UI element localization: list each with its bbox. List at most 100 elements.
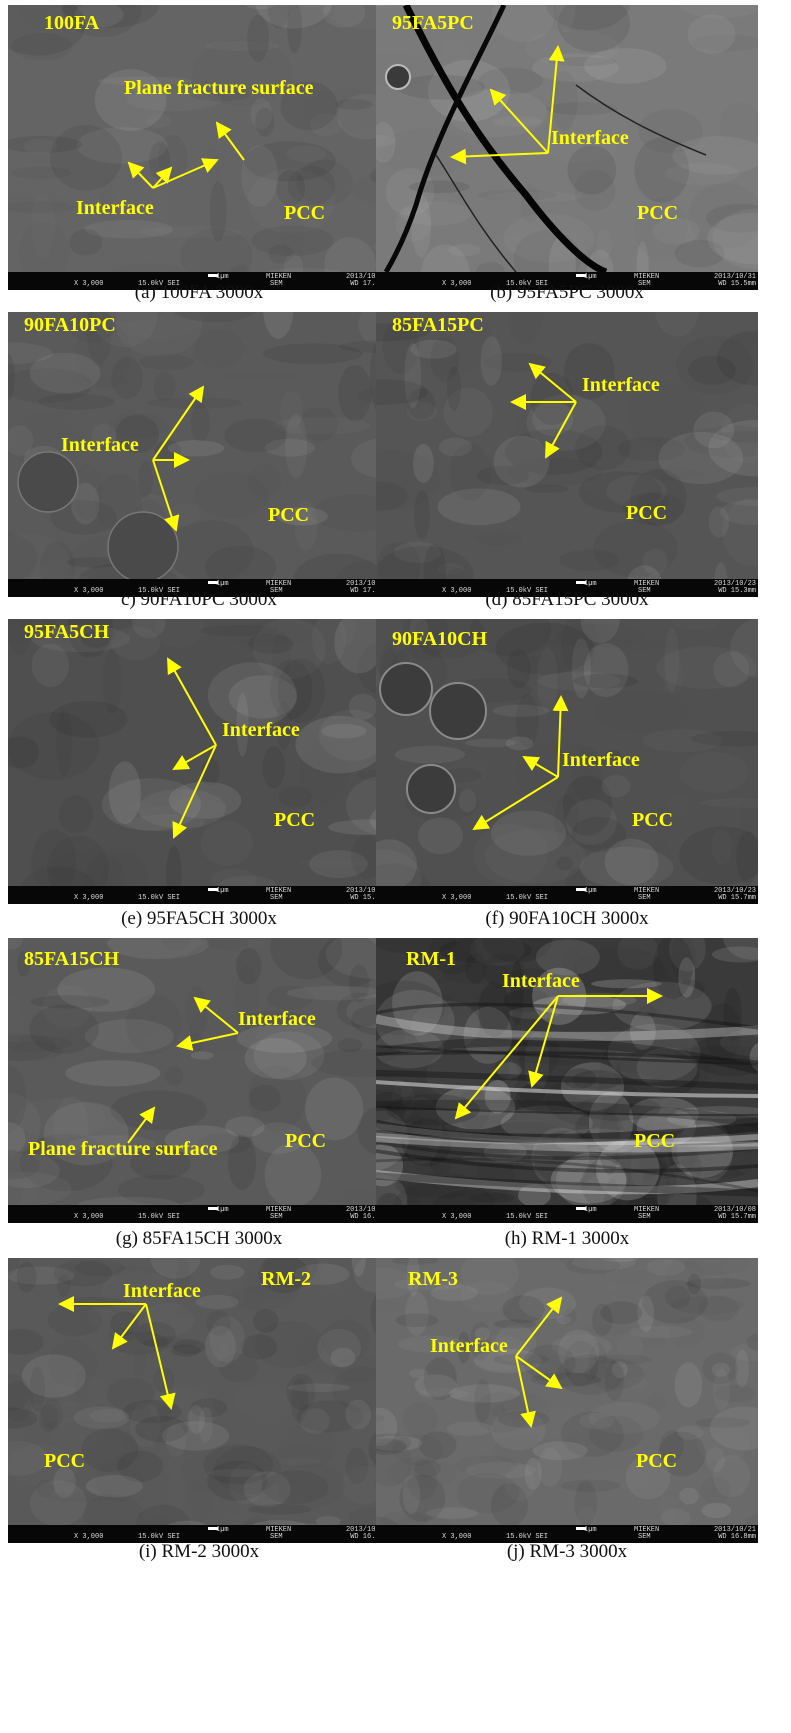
org-label: MIEKEN xyxy=(634,273,660,281)
panel-caption: (a) 100FA 3000x xyxy=(134,282,264,303)
sem-panel-100fa: 100FA Interface PCC Plane fracture surface 1… xyxy=(8,5,390,290)
pcc-label: PCC xyxy=(285,1130,327,1152)
interface-label: Interface xyxy=(582,374,660,396)
arrow-1 xyxy=(152,166,173,189)
scale-bar xyxy=(576,1207,586,1210)
arrow-3 xyxy=(215,121,245,161)
interface-arrows xyxy=(127,121,245,189)
interface-arrows xyxy=(472,695,569,831)
magnification: X 3,000 xyxy=(74,1533,104,1541)
micrograph-texture xyxy=(8,312,390,579)
pcc-label: PCC xyxy=(274,809,316,831)
voltage: 15.0kV SEI xyxy=(506,894,549,902)
pcc-label: PCC xyxy=(44,1450,86,1472)
scale-unit: 1µm xyxy=(216,1526,229,1534)
sem-label: SEM xyxy=(638,894,651,902)
date-label: 2013/10/08 xyxy=(713,1206,756,1214)
sem-panel-90fa10pc: 90FA10PC Interface PCC 1µm MIEKEN 2013/10/23 X… xyxy=(8,312,390,597)
sem-panel-95fa5ch: 95FA5CH Interface PCC 1µm MIEKEN 2013/10/23 X … xyxy=(8,619,390,904)
micrograph-texture xyxy=(8,938,390,1205)
scale-bar xyxy=(576,274,586,277)
sem-panel-rm-1: RM-1 Interface PCC 1µm MIEKEN 2013/10/08 X 3,0… xyxy=(376,938,758,1223)
arrow-0 xyxy=(193,996,239,1034)
voltage: 15.0kV SEI xyxy=(506,1213,549,1221)
date-label: 2013/10/23 xyxy=(345,1206,388,1214)
magnification: X 3,000 xyxy=(442,587,472,595)
org-label: MIEKEN xyxy=(634,1206,660,1214)
sem-panel-rm-3: RM-3 Interface PCC 1µm MIEKEN 2013/10/21 X 3,0… xyxy=(376,1258,758,1543)
micrograph-texture xyxy=(376,1258,758,1525)
sem-panel-85fa15pc: 85FA15PC Interface PCC 1µm MIEKEN 2013/10/23 X… xyxy=(376,312,758,597)
org-label: MIEKEN xyxy=(266,273,292,281)
arrow-0 xyxy=(547,45,565,154)
scale-bar xyxy=(208,1527,218,1530)
magnification: X 3,000 xyxy=(74,587,104,595)
sem-databar: 1µm MIEKEN 2013/10/31 X 3,000 15.0kV SEI SEM W… xyxy=(376,272,758,290)
arrow-0 xyxy=(552,695,569,778)
arrow-2 xyxy=(545,401,577,459)
date-label: 2013/10/23 xyxy=(345,887,388,895)
arrow-2 xyxy=(472,776,559,831)
working-distance: WD 17.2mm xyxy=(350,587,388,595)
scale-bar xyxy=(576,1527,586,1530)
pcc-label: PCC xyxy=(634,1130,676,1152)
arrow-1 xyxy=(515,1355,563,1390)
scale-unit: 1µm xyxy=(584,1206,597,1214)
scale-unit: 1µm xyxy=(216,580,229,588)
sem-label: SEM xyxy=(270,587,283,595)
panel-caption: (i) RM-2 3000x xyxy=(138,1541,260,1562)
scale-bar xyxy=(576,581,586,584)
arrow-1 xyxy=(522,755,559,778)
interface-arrows xyxy=(127,996,239,1144)
working-distance: WD 16.2mm xyxy=(350,1533,388,1541)
scale-bar xyxy=(208,581,218,584)
date-label: 2013/10/23 xyxy=(713,580,756,588)
micrograph-texture xyxy=(8,619,390,886)
working-distance: WD 15.7mm xyxy=(718,1213,756,1221)
org-label: MIEKEN xyxy=(634,887,660,895)
working-distance: WD 15.3mm xyxy=(350,894,388,902)
panel-caption: (g) 85FA15CH 3000x xyxy=(115,1228,283,1249)
sem-label: SEM xyxy=(270,894,283,902)
interface-arrows xyxy=(454,988,663,1120)
interface-label: Interface xyxy=(61,434,139,456)
voltage: 15.0kV SEI xyxy=(506,280,549,288)
interface-label: Interface xyxy=(430,1335,508,1357)
panel-caption: (f) 90FA10CH 3000x xyxy=(485,908,649,929)
arrow-2 xyxy=(515,1355,536,1428)
org-label: MIEKEN xyxy=(266,1206,292,1214)
org-label: MIEKEN xyxy=(266,1526,292,1534)
arrow-2 xyxy=(152,158,219,189)
magnification: X 3,000 xyxy=(442,1533,472,1541)
sem-micrograph: 100FA Interface PCC Plane fracture surface 1… xyxy=(8,5,390,290)
working-distance: WD 17.3mm xyxy=(350,280,388,288)
sample-label: 90FA10CH xyxy=(392,628,488,650)
arrow-1 xyxy=(111,1303,147,1350)
sem-label: SEM xyxy=(638,1213,651,1221)
sem-label: SEM xyxy=(270,280,283,288)
magnification: X 3,000 xyxy=(442,1213,472,1221)
magnification: X 3,000 xyxy=(74,280,104,288)
sample-label: 95FA5CH xyxy=(24,621,110,643)
arrow-1 xyxy=(528,995,559,1088)
sem-label: SEM xyxy=(270,1533,283,1541)
sem-micrograph: 85FA15CH Interface PCC Plane fracture surfa… xyxy=(8,938,390,1223)
working-distance: WD 16.8mm xyxy=(718,1533,756,1541)
micrograph-texture xyxy=(376,619,758,886)
scale-unit: 1µm xyxy=(216,1206,229,1214)
sample-label: RM-2 xyxy=(261,1268,311,1290)
sample-label: 90FA10PC xyxy=(24,314,116,336)
scale-unit: 1µm xyxy=(584,1526,597,1534)
working-distance: WD 15.5mm xyxy=(718,280,756,288)
voltage: 15.0kV SEI xyxy=(138,587,181,595)
magnification: X 3,000 xyxy=(74,1213,104,1221)
interface-arrows xyxy=(515,1296,563,1428)
sem-micrograph: 95FA5CH Interface PCC 1µm MIEKEN 2013/10/23 X … xyxy=(8,619,390,904)
interface-label: Interface xyxy=(502,970,580,992)
arrow-2 xyxy=(145,1303,176,1410)
sem-databar: 1µm MIEKEN 2013/10/23 X 3,000 15.0kV SEI SEM W… xyxy=(8,1205,390,1223)
sem-databar: 1µm MIEKEN 2013/10/08 X 3,000 15.0kV SEI SEM W… xyxy=(8,1525,390,1543)
pcc-label: PCC xyxy=(637,202,679,224)
voltage: 15.0kV SEI xyxy=(138,280,181,288)
scale-bar xyxy=(208,1207,218,1210)
